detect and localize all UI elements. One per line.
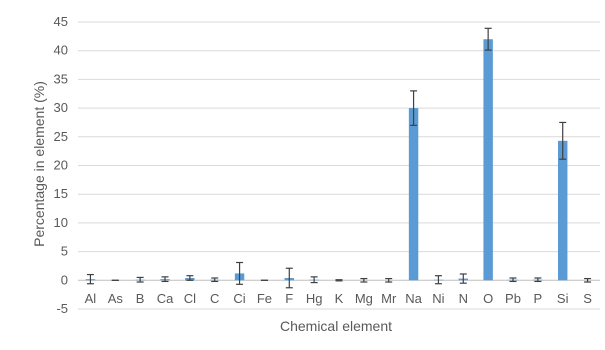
- y-tick-label: 5: [61, 244, 68, 259]
- error-bar-Mg: [360, 277, 368, 283]
- x-tick-label: Fe: [257, 291, 272, 306]
- error-bar-Ni: [434, 275, 442, 285]
- y-tick-label: 10: [54, 215, 68, 230]
- x-tick-label: B: [136, 291, 145, 306]
- x-tick-label: Mg: [355, 291, 373, 306]
- x-tick-label: As: [108, 291, 124, 306]
- bars-group: [85, 39, 568, 281]
- bar-O: [483, 39, 493, 281]
- x-tick-label: Si: [557, 291, 569, 306]
- error-bar-Ci: [236, 261, 244, 285]
- x-tick-labels: Al As B Ca Cl C Ci Fe F Hg K Mg Mr Na Ni N O Pb P Si S: [85, 291, 593, 306]
- error-bar-C: [211, 277, 219, 283]
- y-tick-label: 45: [54, 14, 68, 29]
- gridlines: [78, 21, 600, 310]
- x-tick-label: Hg: [306, 291, 323, 306]
- x-tick-label: Ni: [432, 291, 444, 306]
- error-bars-group: [86, 27, 592, 289]
- y-tick-label: 20: [54, 158, 68, 173]
- error-bar-Pb: [509, 277, 517, 283]
- x-tick-label: N: [459, 291, 468, 306]
- x-tick-label: Cl: [184, 291, 196, 306]
- x-tick-label: Na: [405, 291, 422, 306]
- y-tick-labels: -5 0 5 10 15 20 25 30 35 40 45: [54, 14, 68, 316]
- bar-Si: [557, 140, 568, 281]
- error-bar-B: [136, 276, 144, 283]
- error-bar-Na: [410, 90, 418, 126]
- error-bar-O: [484, 27, 492, 51]
- y-tick-label: -5: [56, 301, 68, 316]
- error-bar-Cl: [186, 275, 194, 281]
- y-tick-label: 0: [61, 272, 68, 287]
- x-tick-label: Al: [85, 291, 97, 306]
- x-tick-label: F: [285, 291, 293, 306]
- error-bar-Ca: [161, 276, 169, 283]
- x-tick-label: S: [583, 291, 592, 306]
- error-bar-N: [459, 273, 467, 284]
- y-tick-label: 30: [54, 100, 68, 115]
- y-tick-label: 15: [54, 186, 68, 201]
- y-tick-label: 25: [54, 129, 68, 144]
- x-tick-label: P: [534, 291, 543, 306]
- error-bar-Al: [86, 273, 94, 285]
- x-tick-label: O: [483, 291, 493, 306]
- x-tick-label: Ca: [157, 291, 174, 306]
- x-tick-label: C: [210, 291, 219, 306]
- error-bar-Hg: [310, 276, 318, 284]
- x-tick-label: Ci: [233, 291, 245, 306]
- error-bar-P: [534, 277, 542, 283]
- error-bar-K: [335, 279, 343, 282]
- y-tick-label: 40: [54, 43, 68, 58]
- error-bar-Si: [559, 121, 567, 160]
- bar-Na: [408, 108, 419, 281]
- error-bar-F: [285, 267, 293, 289]
- x-axis-label: Chemical element: [280, 318, 392, 334]
- x-tick-label: Pb: [505, 291, 521, 306]
- y-axis-label: Percentage in element (%): [31, 81, 47, 247]
- y-tick-label: 35: [54, 71, 68, 86]
- error-bar-Mr: [385, 277, 393, 283]
- x-tick-label: Mr: [381, 291, 397, 306]
- error-bar-S: [584, 277, 592, 283]
- x-tick-label: K: [335, 291, 344, 306]
